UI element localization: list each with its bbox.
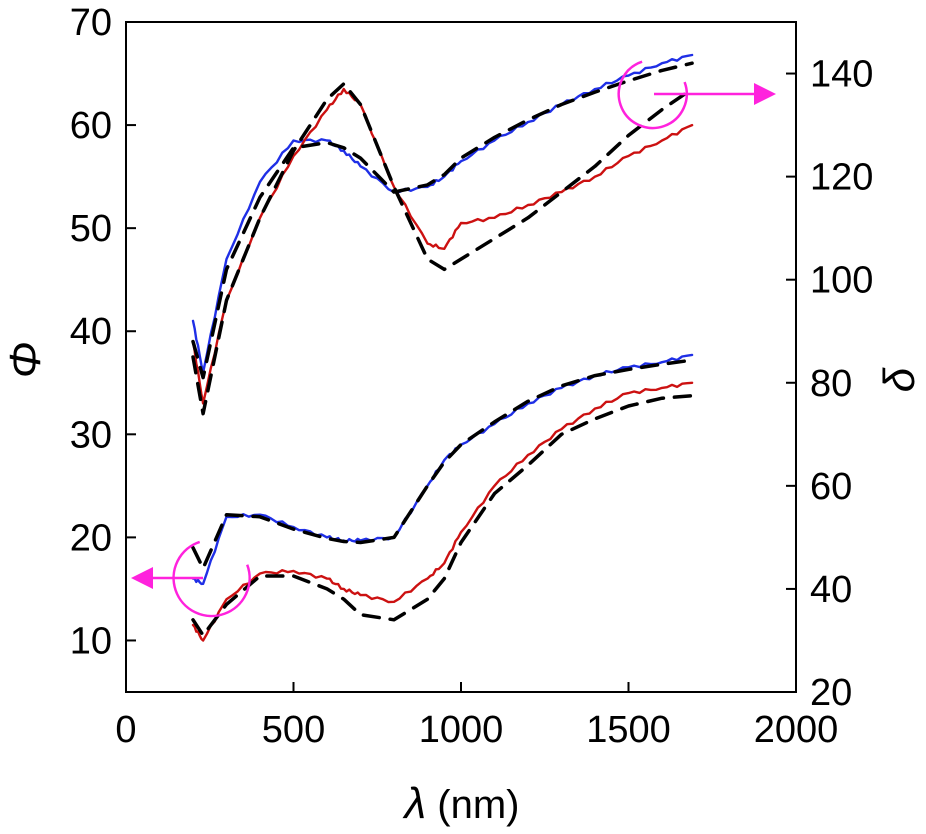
- y-axis-left-label: Φ: [1, 342, 50, 379]
- series-layer: [191, 53, 694, 642]
- annotation-layer: [131, 60, 776, 618]
- y-axis-right-label: δ: [875, 367, 924, 392]
- plot-frame: [125, 21, 797, 693]
- series-line: [191, 87, 694, 405]
- x-tick-label: 1500: [586, 709, 671, 751]
- y-left-tick-label: 60: [70, 105, 112, 147]
- y-right-tick-label: 120: [810, 157, 873, 199]
- x-axis-label: λ (nm): [403, 779, 520, 828]
- x-tick-label: 2000: [754, 709, 839, 751]
- series-line: [191, 53, 694, 374]
- series-line: [191, 358, 694, 571]
- annotation-arrow-head: [754, 83, 776, 105]
- y-right-tick-label: 20: [810, 672, 852, 714]
- series-line: [191, 353, 694, 586]
- y-right-tick-label: 40: [810, 569, 852, 611]
- annotation-circle: [617, 60, 688, 130]
- y-left-tick-label: 70: [70, 2, 112, 44]
- y-right-tick-label: 80: [810, 363, 852, 405]
- y-left-tick-label: 10: [70, 620, 112, 662]
- y-right-tick-label: 60: [810, 466, 852, 508]
- y-left-tick-label: 20: [70, 517, 112, 559]
- x-tick-label: 500: [262, 709, 325, 751]
- axis-layer: [125, 21, 797, 693]
- y-left-tick-label: 50: [70, 208, 112, 250]
- y-right-tick-label: 140: [810, 54, 873, 96]
- x-tick-label: 0: [115, 709, 136, 751]
- y-left-tick-label: 40: [70, 311, 112, 353]
- series-line: [191, 381, 694, 642]
- y-left-tick-label: 30: [70, 414, 112, 456]
- y-right-tick-label: 100: [810, 260, 873, 302]
- series-line: [191, 82, 694, 416]
- series-line: [191, 61, 694, 380]
- annotation-circle: [172, 540, 251, 618]
- x-tick-label: 1000: [419, 709, 504, 751]
- annotation-arrow-head: [131, 567, 153, 589]
- series-line: [191, 393, 694, 638]
